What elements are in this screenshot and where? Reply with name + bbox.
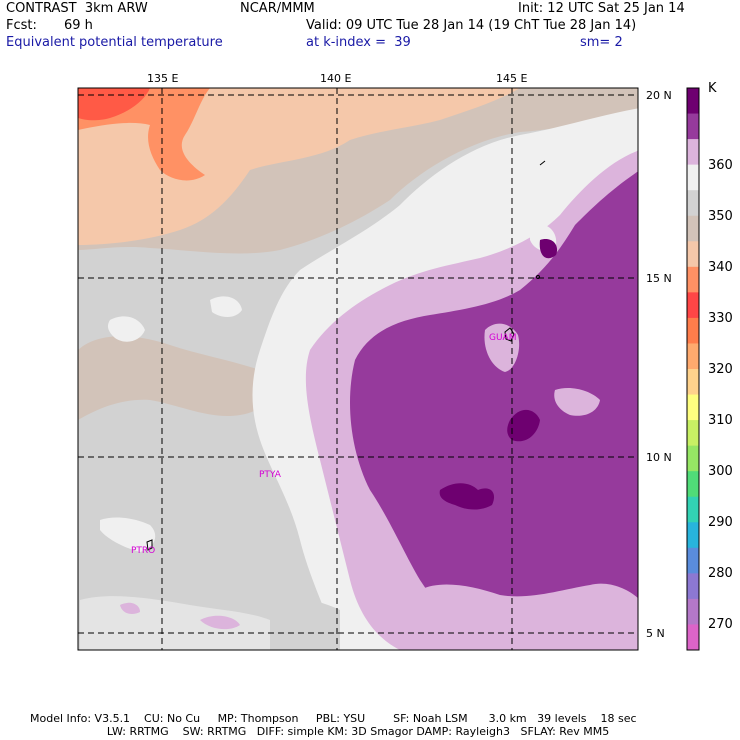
theta-e-field: [78, 88, 638, 650]
colorbar-swatch: [687, 292, 699, 319]
colorbar-label: 330: [708, 311, 733, 326]
colorbar-swatch: [687, 343, 699, 370]
lat-label-5n: 5 N: [646, 627, 665, 640]
smoothing-value: sm= 2: [580, 35, 623, 50]
colorbar-swatch: [687, 164, 699, 191]
station-label: PTYA: [259, 470, 281, 480]
colorbar-label: 310: [708, 413, 733, 428]
model-info-line1: Model Info: V3.5.1 CU: No Cu MP: Thompso…: [30, 712, 637, 725]
colorbar-label: 320: [708, 362, 733, 377]
field-name: Equivalent potential temperature: [6, 35, 223, 50]
station-label: GUAM: [489, 333, 517, 343]
colorbar-swatch: [687, 113, 699, 140]
colorbar-swatch: [687, 394, 699, 421]
colorbar-label: 290: [708, 515, 733, 530]
forecast-label: Fcst:: [6, 18, 37, 33]
model-source: NCAR/MMM: [240, 1, 315, 16]
colorbar-swatch: [687, 547, 699, 574]
colorbar-label: 360: [708, 158, 733, 173]
guam-outline: [504, 327, 515, 342]
colorbar-swatch: [687, 190, 699, 217]
colorbar-swatch: [687, 88, 699, 115]
lon-label-145e: 145 E: [496, 72, 528, 85]
station-label: PTRO: [131, 546, 156, 556]
colorbar-swatch: [687, 471, 699, 498]
island-outline: [146, 539, 153, 551]
colorbar-label: 300: [708, 464, 733, 479]
model-info-line2: LW: RRTMG SW: RRTMG DIFF: simple KM: 3D …: [30, 725, 610, 738]
map-frame: [77, 87, 639, 651]
colorbar-frame: [686, 87, 700, 651]
colorbar-swatch: [687, 369, 699, 396]
colorbar: [687, 88, 699, 651]
forecast-hour: 69 h: [64, 18, 93, 33]
colorbar-label: 350: [708, 209, 733, 224]
colorbar-swatch: [687, 445, 699, 472]
lat-label-15n: 15 N: [646, 272, 672, 285]
colorbar-swatch: [687, 522, 699, 549]
island-outline: [536, 275, 540, 279]
colorbar-label: 280: [708, 566, 733, 581]
island-outline: [539, 160, 546, 166]
lon-label-140e: 140 E: [320, 72, 352, 85]
colorbar-swatch: [687, 420, 699, 447]
colorbar-swatch: [687, 624, 699, 651]
graticule: [78, 88, 638, 650]
valid-time: Valid: 09 UTC Tue 28 Jan 14 (19 ChT Tue …: [306, 18, 637, 33]
init-time: Init: 12 UTC Sat 25 Jan 14: [518, 1, 685, 16]
colorbar-swatch: [687, 317, 699, 344]
colorbar-swatch: [687, 266, 699, 293]
colorbar-label: 340: [708, 260, 733, 275]
colorbar-swatch: [687, 598, 699, 625]
colorbar-swatch: [687, 215, 699, 242]
plot-title: CONTRAST 3km ARW: [6, 1, 148, 16]
colorbar-unit: K: [708, 81, 717, 96]
colorbar-label: 270: [708, 617, 733, 632]
vertical-level: at k-index = 39: [306, 35, 411, 50]
lon-label-135e: 135 E: [147, 72, 179, 85]
lat-label-10n: 10 N: [646, 451, 672, 464]
colorbar-swatch: [687, 496, 699, 523]
lat-label-20n: 20 N: [646, 89, 672, 102]
colorbar-swatch: [687, 139, 699, 166]
colorbar-swatch: [687, 241, 699, 268]
colorbar-swatch: [687, 573, 699, 600]
